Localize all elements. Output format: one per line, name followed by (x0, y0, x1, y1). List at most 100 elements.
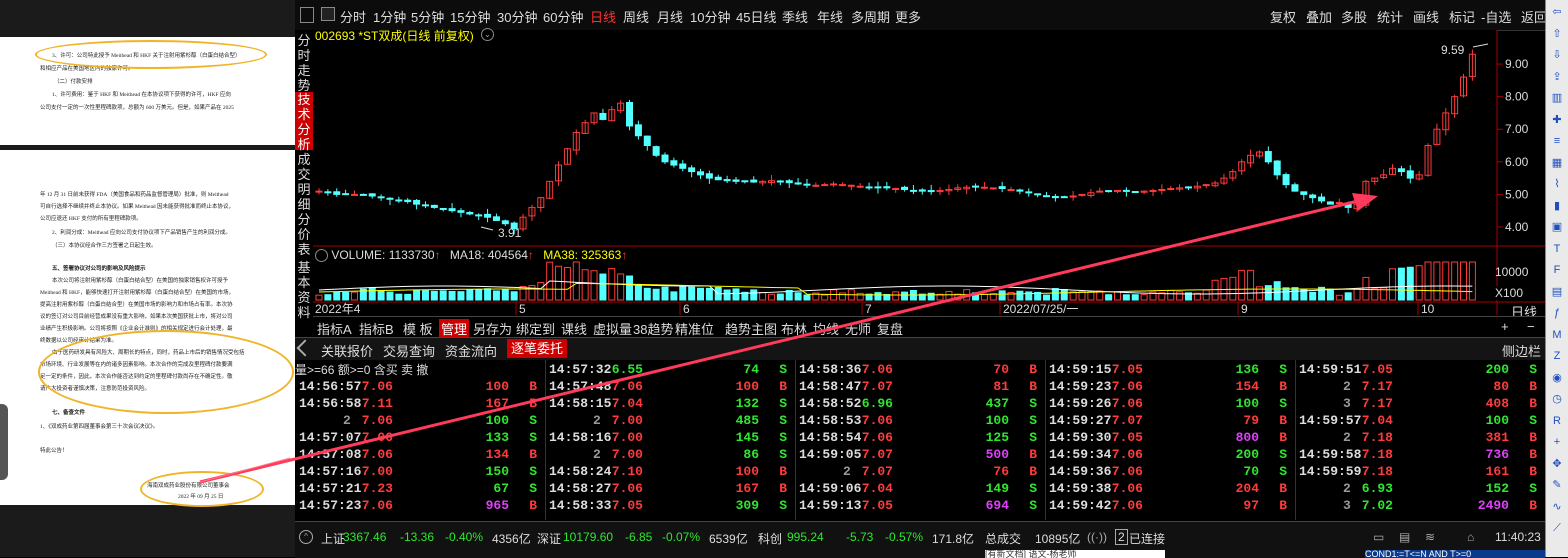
pen-icon[interactable]: ✎ (1552, 479, 1562, 491)
tick-row: 14:58:16 7.00 145 S (545, 429, 795, 446)
window-icon[interactable]: ⌂ (1467, 530, 1475, 544)
indicator-tab-7[interactable]: 虚拟量 (593, 322, 633, 337)
period-tab-14[interactable]: 更多 (895, 10, 922, 25)
indicator-tab-4[interactable]: 另存为 (473, 322, 513, 337)
clock-icon[interactable]: ◷ (1552, 393, 1562, 405)
rsi-icon[interactable]: R (1553, 414, 1561, 427)
sz-label[interactable]: 深证 (537, 532, 562, 546)
view-tab-4[interactable]: 基本资料 (297, 260, 311, 320)
grid-icon[interactable] (321, 7, 335, 21)
period-tab-9[interactable]: 10分钟 (690, 10, 731, 25)
period-tab-3[interactable]: 15分钟 (450, 10, 491, 25)
chart-bg (313, 30, 1497, 315)
chart-canvas[interactable]: 9.00 8.00 7.00 6.00 5.00 4.00 2022年4 5 6 7 2022/07… (311, 30, 1545, 316)
formula-ticker[interactable]: COND1:=T<=N AND T>=0 (1365, 550, 1545, 558)
cross-icon[interactable]: ✚ (1552, 113, 1562, 126)
indicator-tab-8[interactable]: 38趋势 (633, 322, 674, 337)
slope-icon[interactable]: ⟋ (1553, 522, 1561, 534)
bar2-icon[interactable]: ▦ (1551, 156, 1563, 169)
fx-icon[interactable]: ƒ (1553, 307, 1561, 319)
bottom-tab-2[interactable]: 资金流向 (445, 344, 498, 359)
toolbar-button-3[interactable]: 统计 (1377, 10, 1404, 25)
view-tab-0[interactable]: 分时走势 (297, 33, 311, 93)
chip-icon[interactable]: ◉ (1552, 371, 1562, 384)
indicator-tab-2[interactable]: 模 板 (403, 322, 433, 337)
line-icon[interactable]: ⌇ (1554, 178, 1560, 190)
period-tab-0[interactable]: 分时 (340, 10, 367, 25)
kline-chart[interactable]: 9.00 8.00 7.00 6.00 5.00 4.00 2022年4 5 6 7 2022/07… (311, 28, 1545, 320)
date-label: 6 (683, 302, 690, 315)
period-tab-7[interactable]: 周线 (623, 10, 650, 25)
indicator-tab-5[interactable]: 绑定到 (516, 322, 556, 337)
period-tab-10[interactable]: 45日线 (736, 10, 777, 25)
add-button[interactable]: + (1501, 319, 1509, 334)
indicator-tab-1[interactable]: 指标B (359, 322, 394, 337)
bottom-tab-0[interactable]: 关联报价 (321, 344, 374, 359)
menu-icon[interactable] (300, 7, 314, 23)
chevron-down-icon[interactable] (315, 249, 328, 263)
indicator-tab-10[interactable]: 趋势主图 (725, 322, 778, 337)
period-tab-12[interactable]: 年线 (817, 10, 844, 25)
toolbar-button-0[interactable]: 复权 (1270, 10, 1297, 25)
candle-body (1433, 128, 1441, 145)
view-tab-3[interactable]: 分价表 (297, 212, 311, 257)
indicator-tab-6[interactable]: 课线 (561, 322, 588, 337)
arrow-left-icon[interactable]: ⇦ (1552, 6, 1562, 18)
toolbar-button-1[interactable]: 叠加 (1306, 10, 1333, 25)
move-icon[interactable]: ✥ (1552, 457, 1562, 470)
box-icon[interactable]: ▣ (1551, 221, 1563, 233)
connection-status[interactable]: 已连接 (1129, 532, 1166, 546)
indicator-tab-9[interactable]: 精准位 (675, 322, 715, 337)
bottom-tab-3[interactable]: 逐笔委托 (507, 339, 568, 358)
stack-icon[interactable]: ≋ (1425, 530, 1436, 544)
candle-body (1016, 189, 1024, 192)
period-tab-8[interactable]: 月线 (657, 10, 684, 25)
indicator-tab-0[interactable]: 指标A (317, 322, 352, 337)
period-tab-6[interactable]: 日线 (590, 10, 617, 25)
news-icon[interactable]: ▭ (1373, 530, 1385, 544)
period-tab-4[interactable]: 30分钟 (497, 10, 538, 25)
volume-bar (776, 293, 784, 301)
chevron-down-icon[interactable]: ⌄ (481, 28, 494, 41)
indicator-tab-12[interactable]: 均线 (813, 322, 840, 337)
arrow-up-icon[interactable]: ⇧ (1552, 27, 1562, 40)
indicator-tab-13[interactable]: 无师 (845, 322, 872, 337)
indicator-tab-14[interactable]: 复盘 (877, 322, 904, 337)
toolbar-button-2[interactable]: 多股 (1341, 10, 1368, 25)
calculator-icon[interactable]: ▤ (1399, 530, 1411, 544)
ma-icon[interactable]: M (1552, 328, 1562, 341)
toolbar-button-6[interactable]: -自选 (1481, 10, 1512, 25)
period-tab-2[interactable]: 5分钟 (411, 10, 445, 25)
text-icon[interactable]: T (1553, 242, 1561, 255)
sh-label[interactable]: 上证 (321, 532, 346, 546)
period-tab-1[interactable]: 1分钟 (373, 10, 407, 25)
toolbar-button-7[interactable]: 返回 (1521, 10, 1548, 25)
book-icon[interactable]: ▤ (1551, 285, 1563, 298)
period-tab-11[interactable]: 季线 (782, 10, 809, 25)
indicator-tab-11[interactable]: 布林 (781, 322, 808, 337)
fi-icon[interactable]: F (1553, 264, 1561, 276)
toolbar-button-5[interactable]: 标记 (1449, 10, 1476, 25)
view-tab-2[interactable]: 成交明细 (297, 152, 311, 212)
period-tab-13[interactable]: 多周期 (851, 10, 891, 25)
sidebar-toggle-button[interactable]: 侧边栏 (1502, 344, 1542, 359)
toolbar-button-4[interactable]: 画线 (1413, 10, 1440, 25)
panel-collapse-handle[interactable] (0, 404, 8, 480)
view-tab-1[interactable]: 技术分析 (295, 92, 313, 152)
arrow-down-icon[interactable]: ⇩ (1552, 49, 1562, 61)
plus-icon[interactable]: + (1553, 436, 1561, 448)
remove-button[interactable]: − (1527, 319, 1535, 334)
period-tab-5[interactable]: 60分钟 (543, 10, 584, 25)
bottom-tab-1[interactable]: 交易查询 (383, 344, 436, 359)
up-icon-icon[interactable]: ⇪ (1552, 70, 1562, 83)
wave-icon[interactable]: ∿ (1552, 500, 1562, 513)
kc-label[interactable]: 科创 (758, 532, 783, 546)
list-icon[interactable]: ≡ (1553, 135, 1561, 147)
indicator-tab-3[interactable]: 管理 (439, 319, 470, 338)
news-ticker[interactable]: [有新文档] 语文-杨老师 (985, 550, 1165, 558)
bar-icon[interactable]: ▥ (1551, 92, 1563, 104)
fz-icon[interactable]: Z (1553, 350, 1561, 362)
chevron-up-icon[interactable]: ^ (299, 530, 313, 544)
chevron-left-icon[interactable] (296, 339, 314, 357)
candle-icon[interactable]: ▮ (1553, 199, 1561, 212)
